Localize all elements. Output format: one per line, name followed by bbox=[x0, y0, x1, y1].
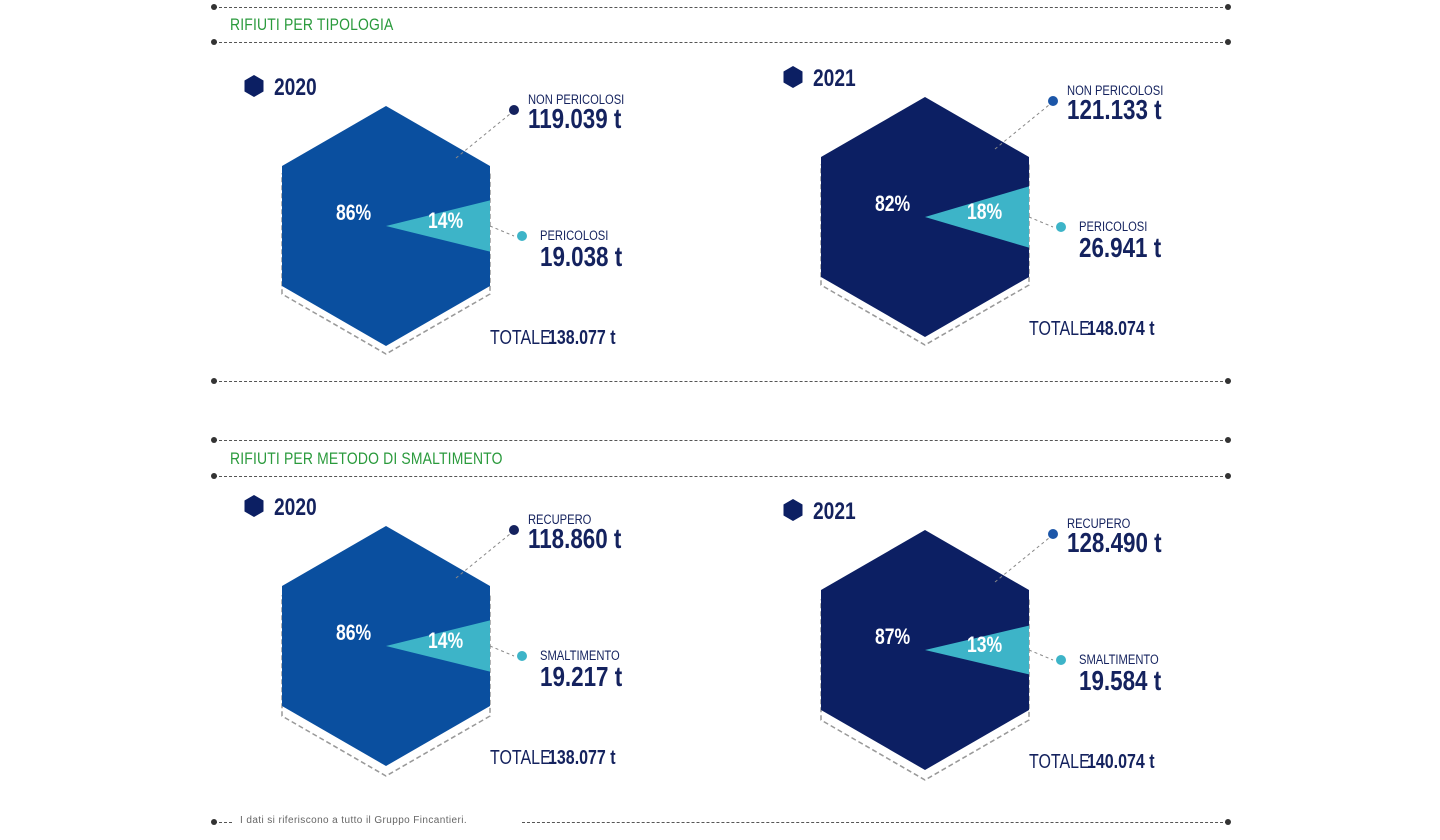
slice-major-percent: 82% bbox=[875, 192, 910, 216]
section-title-tipologia: RIFIUTI PER TIPOLOGIA bbox=[230, 15, 394, 34]
chart-year-title: 2020 bbox=[274, 493, 317, 521]
slice-major-value: 121.133 t bbox=[1067, 95, 1162, 126]
slice-major-value: 118.860 t bbox=[528, 524, 622, 555]
total-label: TOTALE bbox=[1029, 750, 1090, 772]
chart-0 bbox=[244, 75, 527, 355]
slice-major-percent: 87% bbox=[875, 625, 910, 649]
slice-minor-percent: 14% bbox=[428, 629, 463, 653]
leader-dot-major bbox=[1048, 529, 1058, 539]
slice-major-percent: 86% bbox=[336, 621, 371, 645]
hexagon-slice-minor bbox=[386, 620, 490, 672]
slice-major-label: RECUPERO bbox=[528, 512, 592, 527]
leader-line-minor bbox=[1028, 216, 1054, 228]
hexagon-slice-minor bbox=[386, 200, 490, 252]
leader-dot-major bbox=[509, 525, 519, 535]
leader-dot-minor bbox=[517, 231, 527, 241]
leader-line-minor bbox=[1028, 649, 1054, 661]
hexagon-slice-minor bbox=[925, 186, 1029, 248]
total-label: TOTALE bbox=[490, 746, 551, 768]
total-value: 148.074 t bbox=[1087, 317, 1155, 339]
leader-line-minor bbox=[489, 225, 515, 237]
total-value: 140.074 t bbox=[1087, 750, 1155, 772]
year-hexagon-icon bbox=[783, 499, 803, 521]
chart-year-title: 2021 bbox=[813, 64, 856, 92]
chart-1 bbox=[783, 66, 1066, 346]
slice-major-label: NON PERICOLOSI bbox=[528, 92, 624, 107]
leader-dot-minor bbox=[517, 651, 527, 661]
slice-minor-value: 26.941 t bbox=[1079, 233, 1162, 264]
leader-dot-minor bbox=[1056, 222, 1066, 232]
slice-minor-label: PERICOLOSI bbox=[540, 228, 608, 243]
leader-dot-major bbox=[1048, 96, 1058, 106]
leader-line-minor bbox=[489, 645, 515, 657]
total-value: 138.077 t bbox=[548, 326, 616, 348]
chart-2 bbox=[244, 495, 527, 777]
slice-minor-percent: 14% bbox=[428, 209, 463, 233]
total-value: 138.077 t bbox=[548, 746, 616, 768]
footnote-rule-right bbox=[522, 819, 1231, 825]
footnote-rule-left bbox=[211, 819, 232, 825]
slice-major-label: NON PERICOLOSI bbox=[1067, 83, 1163, 98]
chart-year-title: 2021 bbox=[813, 497, 856, 525]
slice-major-value: 128.490 t bbox=[1067, 528, 1162, 559]
hexagon-slice-minor bbox=[925, 625, 1029, 675]
slice-minor-percent: 13% bbox=[967, 633, 1002, 657]
footnote: I dati si riferiscono a tutto il Gruppo … bbox=[240, 815, 468, 826]
chart-3 bbox=[783, 499, 1066, 781]
total-label: TOTALE bbox=[490, 326, 551, 348]
slice-major-label: RECUPERO bbox=[1067, 516, 1131, 531]
slice-minor-value: 19.584 t bbox=[1079, 666, 1162, 697]
divider-rule bbox=[211, 4, 1231, 10]
divider-rule bbox=[211, 437, 1231, 443]
slice-minor-percent: 18% bbox=[967, 200, 1002, 224]
total-label: TOTALE bbox=[1029, 317, 1090, 339]
divider-rule bbox=[211, 378, 1231, 384]
divider-rule bbox=[211, 473, 1231, 479]
year-hexagon-icon bbox=[244, 495, 264, 517]
slice-minor-value: 19.217 t bbox=[540, 662, 623, 693]
slice-major-value: 119.039 t bbox=[528, 104, 622, 135]
year-hexagon-icon bbox=[244, 75, 264, 97]
leader-dot-major bbox=[509, 105, 519, 115]
slice-minor-label: PERICOLOSI bbox=[1079, 219, 1147, 234]
leader-dot-minor bbox=[1056, 655, 1066, 665]
slice-minor-label: SMALTIMENTO bbox=[1079, 652, 1159, 667]
slice-minor-value: 19.038 t bbox=[540, 242, 623, 273]
slice-minor-label: SMALTIMENTO bbox=[540, 648, 620, 663]
section-title-smaltimento: RIFIUTI PER METODO DI SMALTIMENTO bbox=[230, 449, 503, 468]
slice-major-percent: 86% bbox=[336, 201, 371, 225]
chart-year-title: 2020 bbox=[274, 73, 317, 101]
year-hexagon-icon bbox=[783, 66, 803, 88]
divider-rule bbox=[211, 39, 1231, 45]
